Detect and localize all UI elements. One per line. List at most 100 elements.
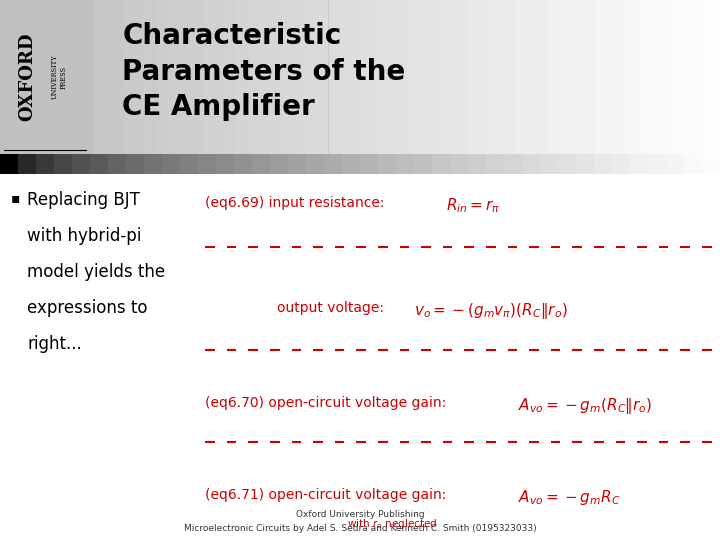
Bar (563, 0, 579, 154)
Text: (eq6.71) open-circuit voltage gain:: (eq6.71) open-circuit voltage gain: (205, 488, 451, 502)
Bar (595, 0, 611, 154)
Bar (648, 154, 666, 174)
Bar (407, 0, 423, 154)
Text: with $r_o$ neglected: with $r_o$ neglected (347, 517, 438, 531)
Bar (454, 0, 469, 154)
Bar (328, 0, 344, 154)
Bar (396, 154, 414, 174)
Bar (342, 154, 360, 174)
Bar (234, 154, 252, 174)
Bar (673, 0, 689, 154)
Bar (203, 0, 219, 154)
Bar (504, 154, 522, 174)
Bar (704, 0, 720, 154)
Bar (198, 154, 216, 174)
Bar (360, 0, 376, 154)
Bar (469, 0, 485, 154)
Text: $R_{in} = r_{\pi}$: $R_{in} = r_{\pi}$ (446, 196, 500, 215)
Text: Oxford University Publishing: Oxford University Publishing (296, 510, 424, 518)
Text: right...: right... (27, 335, 82, 353)
Bar (391, 0, 407, 154)
Bar (306, 154, 324, 174)
Bar (432, 154, 450, 174)
Text: (eq6.69) input resistance:: (eq6.69) input resistance: (205, 196, 389, 210)
Bar (532, 0, 548, 154)
Bar (297, 0, 312, 154)
Text: ▪: ▪ (11, 191, 20, 205)
Bar (611, 0, 626, 154)
Bar (414, 154, 432, 174)
Bar (594, 154, 612, 174)
Bar (162, 154, 180, 174)
Bar (468, 154, 486, 174)
Bar (36, 154, 54, 174)
Bar (109, 0, 125, 154)
Bar (180, 154, 198, 174)
Bar (376, 0, 391, 154)
Bar (642, 0, 657, 154)
Bar (108, 154, 126, 174)
Text: Microelectronic Circuits by Adel S. Sedra and Kenneth C. Smith (0195323033): Microelectronic Circuits by Adel S. Sedr… (184, 524, 536, 532)
Bar (657, 0, 673, 154)
Bar (140, 0, 156, 154)
Bar (288, 154, 306, 174)
Bar (576, 154, 594, 174)
Text: UNIVERSITY
PRESS: UNIVERSITY PRESS (50, 55, 68, 99)
Bar (522, 154, 540, 174)
Bar (666, 154, 684, 174)
Bar (548, 0, 564, 154)
Bar (501, 0, 516, 154)
Bar (251, 0, 266, 154)
Bar (282, 0, 297, 154)
Bar (558, 154, 576, 174)
Text: expressions to: expressions to (27, 299, 148, 317)
Bar (156, 0, 172, 154)
Bar (324, 154, 342, 174)
Text: $v_o = -(g_m v_{\pi})(R_C \| r_o)$: $v_o = -(g_m v_{\pi})(R_C \| r_o)$ (414, 301, 567, 321)
Bar (344, 0, 360, 154)
Text: OXFORD: OXFORD (18, 33, 36, 121)
Bar (18, 154, 36, 174)
Bar (266, 0, 282, 154)
Bar (172, 0, 187, 154)
Bar (579, 0, 595, 154)
Text: with hybrid-pi: with hybrid-pi (27, 227, 142, 245)
Text: Replacing BJT: Replacing BJT (27, 191, 140, 208)
Bar (423, 0, 438, 154)
Bar (630, 154, 648, 174)
Bar (126, 154, 144, 174)
Bar (486, 154, 504, 174)
Bar (540, 154, 558, 174)
Bar (270, 154, 288, 174)
Text: (eq6.70) open-circuit voltage gain:: (eq6.70) open-circuit voltage gain: (205, 396, 451, 410)
Bar (90, 154, 108, 174)
Bar (516, 0, 532, 154)
Text: Characteristic
Parameters of the
CE Amplifier: Characteristic Parameters of the CE Ampl… (122, 22, 405, 122)
Bar (94, 0, 109, 154)
Bar (235, 0, 251, 154)
Bar (450, 154, 468, 174)
Bar (216, 154, 234, 174)
Bar (54, 154, 72, 174)
Bar (252, 154, 270, 174)
Text: $A_{vo} = -g_m(R_C \| r_o)$: $A_{vo} = -g_m(R_C \| r_o)$ (518, 396, 653, 416)
Bar (360, 154, 378, 174)
Bar (378, 154, 396, 174)
Bar (684, 154, 702, 174)
Bar (72, 154, 90, 174)
Text: $A_{vo} = -g_m R_C$: $A_{vo} = -g_m R_C$ (518, 488, 621, 507)
Bar (689, 0, 704, 154)
Bar (612, 154, 630, 174)
Bar (702, 154, 720, 174)
Text: output voltage:: output voltage: (277, 301, 389, 315)
Bar (0, 0, 720, 154)
Text: model yields the: model yields the (27, 263, 166, 281)
Bar (219, 0, 235, 154)
Bar (485, 0, 501, 154)
Bar (438, 0, 454, 154)
Bar (125, 0, 140, 154)
Bar (187, 0, 203, 154)
Bar (0, 0, 94, 154)
Bar (144, 154, 162, 174)
Bar (626, 0, 642, 154)
